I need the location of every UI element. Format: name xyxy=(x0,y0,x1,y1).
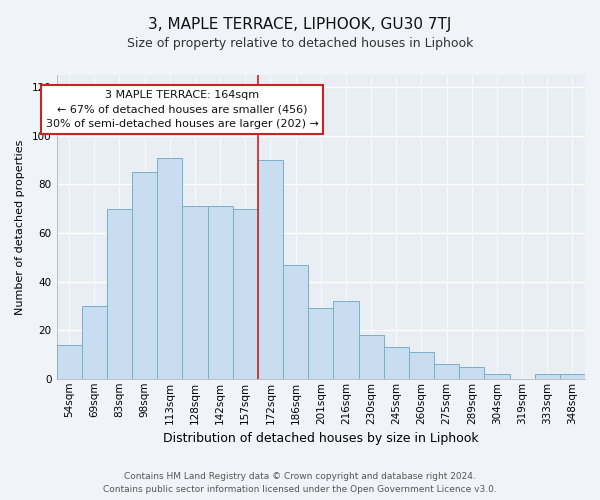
Bar xyxy=(434,364,459,379)
Bar xyxy=(82,306,107,379)
Bar xyxy=(409,352,434,379)
Bar xyxy=(383,347,409,379)
Text: Contains HM Land Registry data © Crown copyright and database right 2024.: Contains HM Land Registry data © Crown c… xyxy=(124,472,476,481)
Bar xyxy=(56,344,82,379)
Bar xyxy=(560,374,585,379)
Bar xyxy=(157,158,182,379)
Bar xyxy=(359,335,383,379)
Bar xyxy=(459,366,484,379)
Text: 3 MAPLE TERRACE: 164sqm
← 67% of detached houses are smaller (456)
30% of semi-d: 3 MAPLE TERRACE: 164sqm ← 67% of detache… xyxy=(46,90,319,129)
Bar xyxy=(258,160,283,379)
Bar xyxy=(334,301,359,379)
Bar xyxy=(484,374,509,379)
Text: Size of property relative to detached houses in Liphook: Size of property relative to detached ho… xyxy=(127,38,473,51)
Bar xyxy=(132,172,157,379)
Bar xyxy=(182,206,208,379)
Bar xyxy=(308,308,334,379)
Text: Contains public sector information licensed under the Open Government Licence v3: Contains public sector information licen… xyxy=(103,485,497,494)
Bar xyxy=(208,206,233,379)
Text: 3, MAPLE TERRACE, LIPHOOK, GU30 7TJ: 3, MAPLE TERRACE, LIPHOOK, GU30 7TJ xyxy=(148,18,452,32)
Bar xyxy=(107,208,132,379)
X-axis label: Distribution of detached houses by size in Liphook: Distribution of detached houses by size … xyxy=(163,432,479,445)
Bar xyxy=(233,208,258,379)
Bar xyxy=(283,264,308,379)
Y-axis label: Number of detached properties: Number of detached properties xyxy=(15,139,25,314)
Bar xyxy=(535,374,560,379)
